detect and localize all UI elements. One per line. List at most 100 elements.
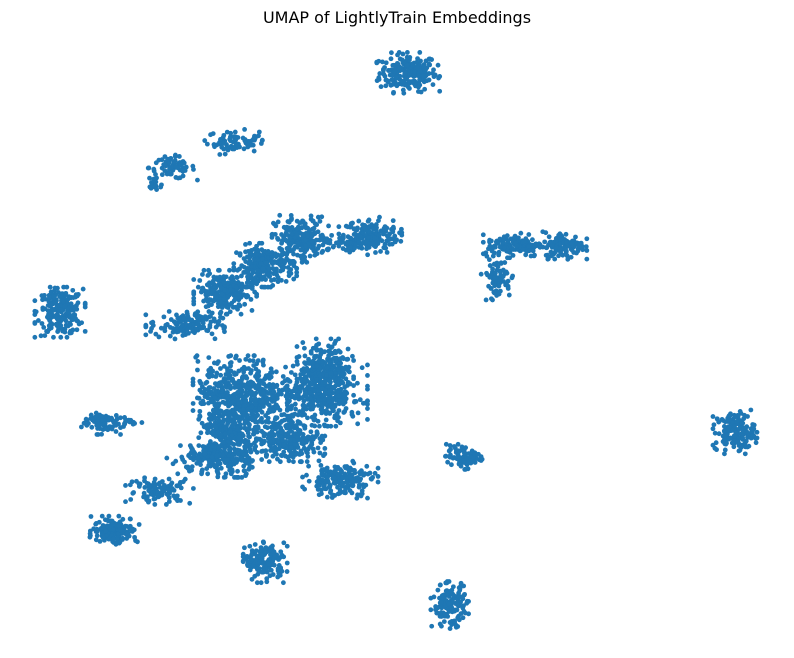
data-point [143,332,149,338]
chart-title: UMAP of LightlyTrain Embeddings [262,8,532,27]
data-point [32,321,38,326]
data-point [319,433,325,439]
data-point [263,260,269,266]
data-point [137,481,143,487]
data-point [38,333,44,339]
data-point [200,320,206,326]
data-point [32,298,38,304]
data-point [39,293,45,299]
data-point [342,391,348,396]
data-point [377,71,383,76]
data-point [275,219,281,225]
data-point [271,432,277,438]
data-point [105,427,111,433]
data-point [146,499,151,505]
data-point [123,523,128,529]
data-point [431,74,437,80]
data-point [35,318,41,323]
data-point [237,358,242,363]
data-point [116,523,122,529]
data-point [329,232,335,238]
data-point [145,165,151,171]
data-point [178,443,183,448]
data-point [149,326,154,331]
data-point [227,411,232,417]
data-point [478,271,484,277]
data-point [711,422,717,428]
data-point [492,290,497,296]
data-point [318,463,324,468]
data-point [266,266,272,271]
data-point [257,406,263,412]
data-point [275,574,281,580]
data-point [216,318,222,324]
cluster [123,475,196,507]
data-point [548,249,554,255]
data-point [359,365,365,371]
data-point [55,317,61,323]
data-point [430,82,436,88]
data-point [306,371,312,377]
data-point [283,232,289,238]
data-point [330,404,336,410]
data-point [302,249,308,255]
data-point [130,490,136,496]
data-point [422,86,428,92]
data-point [308,213,314,219]
data-point [234,425,240,430]
data-point [242,126,247,132]
data-point [146,488,152,493]
data-point [99,414,105,419]
data-point [254,383,260,389]
data-point [324,494,330,500]
data-point [214,407,220,413]
data-point [300,474,305,480]
data-point [429,623,435,629]
data-point [315,418,321,424]
data-point [369,222,375,228]
data-point [241,264,247,270]
data-point [228,130,234,136]
data-point [242,138,248,144]
data-point [338,372,344,378]
data-point [322,446,328,451]
data-point [492,275,498,281]
data-point [532,252,537,258]
data-point [490,266,496,272]
data-point [90,417,95,423]
data-point [155,493,161,498]
data-point [318,236,324,242]
data-point [219,305,225,310]
data-point [195,367,200,373]
data-point [504,281,509,287]
data-point [437,74,443,79]
data-point [247,240,253,246]
data-point [231,380,237,386]
data-point [226,435,232,441]
data-point [167,333,173,339]
data-point [179,454,185,460]
data-point [277,212,283,218]
data-point [170,329,176,335]
data-point [205,272,211,278]
data-point [456,448,462,454]
data-point [233,291,239,297]
cluster [443,441,485,472]
data-point [266,419,272,425]
data-point [235,396,241,402]
data-point [196,443,202,448]
data-point [239,474,245,480]
data-point [345,379,351,385]
data-point [284,543,290,549]
data-point [42,333,48,339]
cluster [480,230,549,261]
data-point [240,433,246,439]
data-point [198,380,204,386]
data-point [295,427,301,433]
data-point [213,415,218,421]
data-point [354,495,360,501]
data-point [312,423,318,429]
data-point [389,82,395,87]
cluster [147,176,164,192]
data-point [166,309,172,314]
